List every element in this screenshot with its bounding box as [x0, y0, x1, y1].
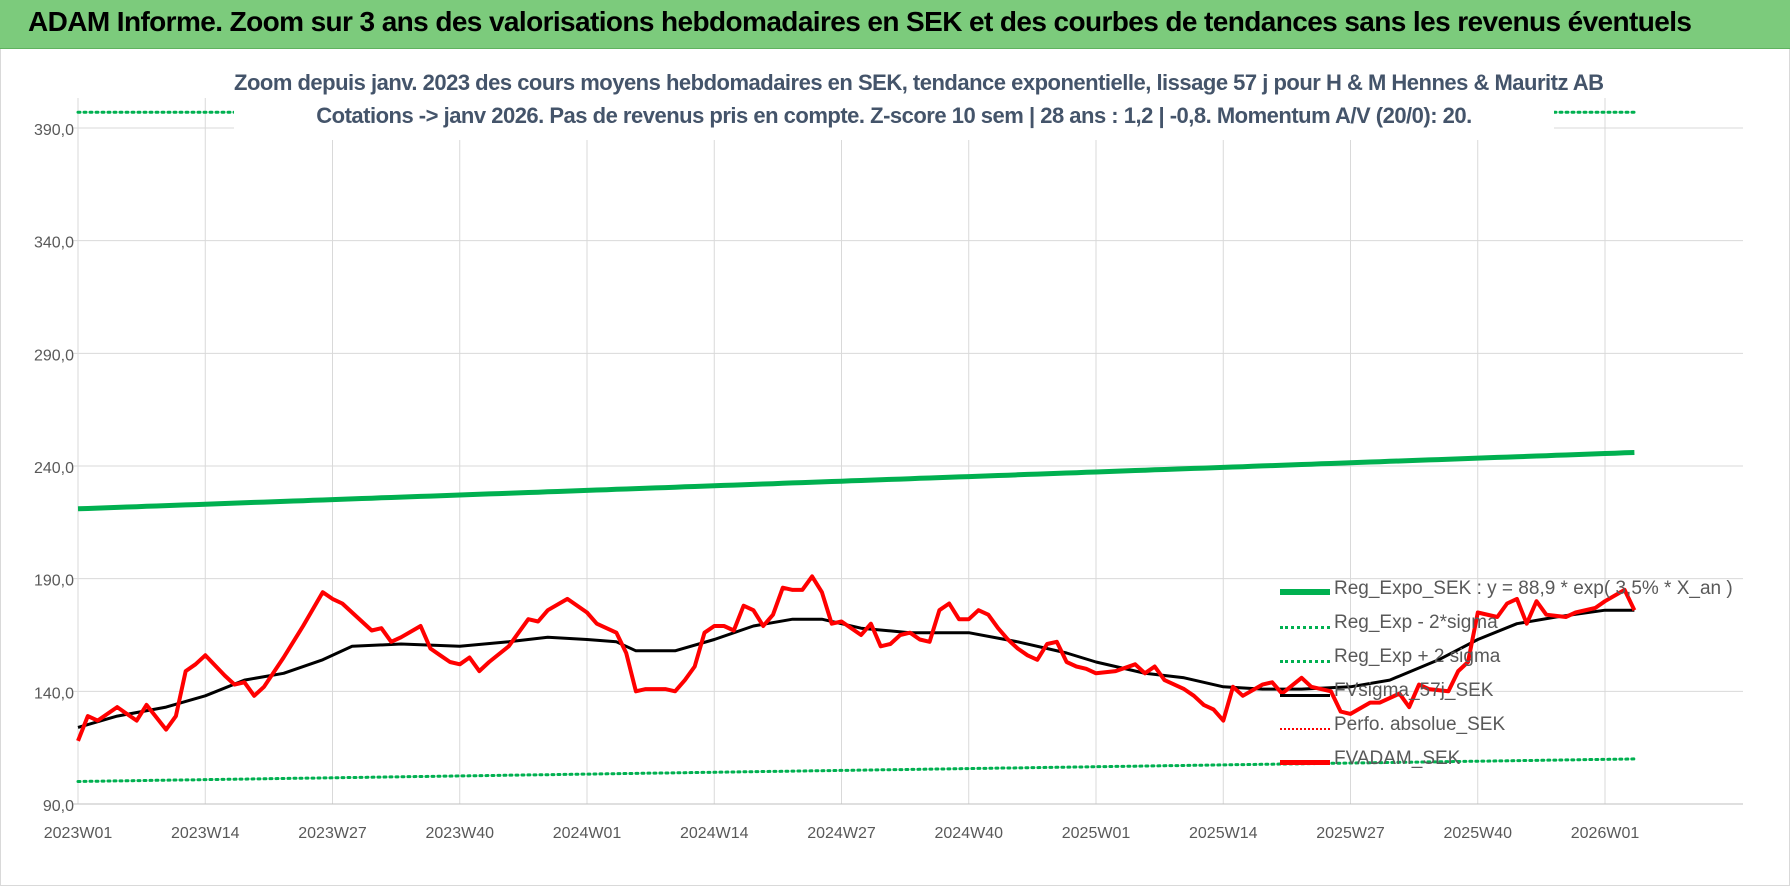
legend-item-reg-expo: Reg_Expo_SEK : y = 88,9 * exp( 3,5% * X_… — [1272, 576, 1752, 610]
chart-subtitle-line-2: Cotations -> janv 2026. Pas de revenus p… — [316, 103, 1472, 128]
x-tick-label: 2023W01 — [44, 825, 113, 842]
x-tick-label: 2024W40 — [935, 825, 1004, 842]
x-tick-label: 2025W01 — [1062, 825, 1131, 842]
banner: ADAM Informe. Zoom sur 3 ans des valoris… — [0, 0, 1790, 49]
y-tick-label: 140,0 — [34, 685, 74, 702]
x-tick-label: 2024W01 — [553, 825, 622, 842]
legend-label-reg-minus: Reg_Exp - 2*sigma — [1334, 612, 1498, 633]
x-tick-label: 2023W40 — [426, 825, 495, 842]
legend-item-reg-plus: Reg_Exp + 2 sigma — [1272, 644, 1752, 678]
legend-label-fvadam: FVADAM_SEK — [1334, 748, 1461, 769]
legend-item-fvsigma: FVsigma_57j_SEK — [1272, 678, 1752, 712]
series-line-fvadam-sek — [76, 574, 1637, 742]
x-tick-label: 2025W14 — [1189, 825, 1258, 842]
x-tick-label: 2023W27 — [298, 825, 367, 842]
banner-title: ADAM Informe. Zoom sur 3 ans des valoris… — [28, 6, 1692, 37]
legend-item-reg-minus: Reg_Exp - 2*sigma — [1272, 610, 1752, 644]
axis-layer: 90,0 140,0 190,0 240,0 290,0 340,0 390,0 2023W0… — [34, 122, 1639, 842]
legend-item-perfo: Perfo. absolue_SEK — [1272, 712, 1752, 746]
x-tick-label: 2024W27 — [807, 825, 876, 842]
y-tick-label: 90,0 — [43, 798, 74, 815]
legend-label-perfo: Perfo. absolue_SEK — [1334, 714, 1506, 735]
x-tick-label: 2023W14 — [171, 825, 240, 842]
legend-label-reg-plus: Reg_Exp + 2 sigma — [1334, 646, 1501, 667]
chart-subtitle: Zoom depuis janv. 2023 des cours moyens … — [234, 66, 1604, 140]
series-line-reg-expo-sek-y-88-9-exp-3-5-x- — [77, 450, 1635, 512]
y-tick-label: 340,0 — [34, 235, 74, 252]
y-tick-label: 290,0 — [34, 347, 74, 364]
y-tick-label: 190,0 — [34, 573, 74, 590]
legend-item-fvadam: FVADAM_SEK — [1272, 746, 1752, 780]
chart-subtitle-line-1: Zoom depuis janv. 2023 des cours moyens … — [234, 70, 1604, 95]
series-line-fvsigma-57j-sek — [77, 608, 1635, 729]
x-tick-label: 2025W27 — [1316, 825, 1385, 842]
legend-label-fvsigma: FVsigma_57j_SEK — [1334, 680, 1494, 701]
legend-swatch-perfo — [1280, 728, 1330, 730]
legend-swatch-fvsigma — [1280, 694, 1330, 697]
legend-swatch-fvadam — [1280, 760, 1330, 765]
legend-swatch-reg-expo — [1280, 589, 1330, 595]
legend-swatch-reg-minus — [1280, 626, 1330, 629]
x-tick-label: 2026W01 — [1571, 825, 1640, 842]
y-tick-label: 240,0 — [34, 460, 74, 477]
legend-label-reg-expo: Reg_Expo_SEK : y = 88,9 * exp( 3,5% * X_… — [1334, 578, 1733, 599]
series-line-reg-exp-2-sigma — [76, 757, 1636, 783]
legend: Reg_Expo_SEK : y = 88,9 * exp( 3,5% * X_… — [1272, 576, 1752, 786]
x-tick-label: 2024W14 — [680, 825, 749, 842]
x-tick-label: 2025W40 — [1444, 825, 1513, 842]
legend-swatch-reg-plus — [1280, 660, 1330, 663]
y-tick-label: 390,0 — [34, 122, 74, 139]
